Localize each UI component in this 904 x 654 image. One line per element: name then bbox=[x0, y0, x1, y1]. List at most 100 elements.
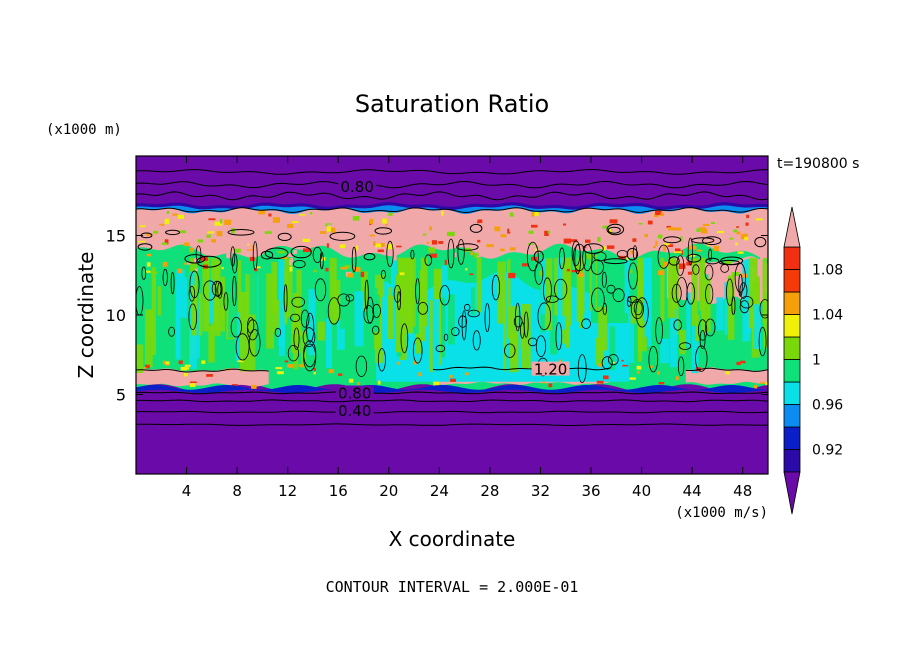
contour-cell bbox=[545, 295, 559, 303]
supersaturation-speckle bbox=[470, 251, 474, 256]
cloud-streak bbox=[278, 287, 285, 357]
colorbar: 0.92 0.96 1 1.04 1.08 bbox=[783, 206, 843, 515]
contour-cell bbox=[319, 251, 324, 270]
cloud-streak bbox=[429, 299, 434, 372]
contour-line bbox=[136, 169, 768, 175]
contour-cell bbox=[305, 312, 315, 343]
contour-cell bbox=[533, 250, 544, 263]
contour-cell bbox=[590, 259, 604, 275]
contour-cell bbox=[718, 259, 740, 266]
contour-cell bbox=[450, 327, 460, 337]
cloud-streak bbox=[669, 308, 678, 368]
lower-speckle bbox=[201, 360, 206, 364]
y-tick-label: 10 bbox=[106, 306, 126, 325]
supersaturation-speckle bbox=[297, 227, 305, 233]
contour-cell bbox=[363, 305, 375, 324]
supersaturation-speckle bbox=[444, 259, 447, 265]
contour-label: 0.80 bbox=[340, 178, 373, 196]
lower-speckle bbox=[145, 364, 150, 369]
contour-cell bbox=[264, 247, 289, 259]
lower-speckle bbox=[178, 360, 183, 365]
contour-cell bbox=[303, 343, 317, 372]
cloud-streak bbox=[503, 280, 507, 372]
contour-cell bbox=[393, 284, 402, 303]
contour-cell bbox=[170, 272, 175, 295]
lower-speckle bbox=[596, 380, 604, 384]
contour-cell bbox=[758, 326, 767, 357]
supersaturation-speckle bbox=[300, 215, 303, 217]
contour-cell bbox=[577, 354, 587, 384]
contour-cell bbox=[252, 241, 258, 270]
supersaturation-speckle bbox=[166, 211, 170, 214]
cloud-streak bbox=[471, 287, 475, 316]
supersaturation-speckle bbox=[658, 216, 666, 221]
lower-speckle bbox=[448, 375, 453, 378]
x-axis-label: X coordinate bbox=[389, 527, 516, 551]
x-tick-label: 12 bbox=[278, 482, 297, 500]
supersaturation-speckle bbox=[164, 218, 170, 225]
supersaturation-speckle bbox=[353, 266, 361, 272]
lower-speckle bbox=[189, 381, 197, 383]
lower-speckle bbox=[558, 359, 562, 363]
colorbar-segment bbox=[783, 246, 801, 270]
supersaturation-speckle bbox=[531, 212, 535, 217]
contour-cell bbox=[686, 282, 696, 305]
supersaturation-speckle bbox=[281, 242, 288, 246]
contour-cell bbox=[372, 303, 381, 318]
contour-cell bbox=[687, 237, 694, 266]
supersaturation-speckle bbox=[214, 221, 223, 226]
supersaturation-speckle bbox=[258, 210, 266, 215]
supersaturation-speckle bbox=[233, 248, 241, 253]
supersaturation-speckle bbox=[508, 272, 516, 279]
supersaturation-speckle bbox=[469, 273, 474, 276]
supersaturation-speckle bbox=[527, 243, 534, 245]
contour-cell bbox=[203, 280, 217, 301]
lower-speckle bbox=[622, 364, 629, 367]
y-axis: 5 10 15 bbox=[106, 227, 768, 405]
supersaturation-speckle bbox=[290, 257, 293, 263]
supersaturation-speckle bbox=[534, 212, 539, 216]
lower-speckle bbox=[413, 360, 417, 365]
supersaturation-speckle bbox=[673, 227, 682, 231]
contour-cell bbox=[290, 245, 312, 259]
cloud-streak bbox=[391, 257, 397, 349]
contour-cell bbox=[559, 247, 565, 270]
colorbar-segment bbox=[783, 426, 801, 450]
supersaturation-speckle bbox=[190, 249, 193, 254]
lower-speckle bbox=[396, 361, 400, 365]
cloud-streak bbox=[202, 257, 210, 332]
contour-cell bbox=[691, 237, 715, 244]
supersaturation-speckle bbox=[194, 268, 198, 271]
supersaturation-speckle bbox=[382, 218, 387, 224]
supersaturation-speckle bbox=[287, 223, 294, 228]
supersaturation-speckle bbox=[287, 253, 294, 257]
cloud-streak bbox=[754, 304, 761, 349]
supersaturation-speckle bbox=[698, 227, 706, 229]
contour-cell bbox=[189, 270, 200, 299]
contour-cell bbox=[738, 273, 743, 297]
supersaturation-speckle bbox=[164, 239, 169, 245]
cloud-streak bbox=[192, 285, 197, 341]
contour-cell bbox=[165, 229, 181, 236]
cloud-streak bbox=[383, 311, 388, 364]
x-tick-label: 8 bbox=[232, 482, 242, 500]
supersaturation-speckle bbox=[183, 262, 187, 265]
supersaturation-speckle bbox=[509, 212, 514, 217]
supersaturation-speckle bbox=[138, 240, 146, 243]
colorbar-label: 1 bbox=[812, 353, 821, 369]
cloud-streak bbox=[432, 299, 440, 371]
supersaturation-speckle bbox=[153, 230, 159, 234]
contour-cell bbox=[412, 337, 423, 364]
cloud-streak bbox=[136, 344, 144, 373]
supersaturation-speckle bbox=[629, 269, 633, 274]
lower-speckle bbox=[162, 360, 166, 365]
cloud-streak bbox=[189, 335, 197, 369]
contour-cell bbox=[630, 298, 644, 319]
supersaturation-speckle bbox=[500, 234, 507, 238]
contour-cell bbox=[137, 243, 153, 251]
cloud-streak bbox=[441, 297, 446, 358]
contour-cell bbox=[655, 317, 663, 345]
supersaturation-speckle bbox=[638, 223, 643, 225]
lower-speckle bbox=[186, 367, 190, 370]
colorbar-segment bbox=[783, 291, 801, 315]
